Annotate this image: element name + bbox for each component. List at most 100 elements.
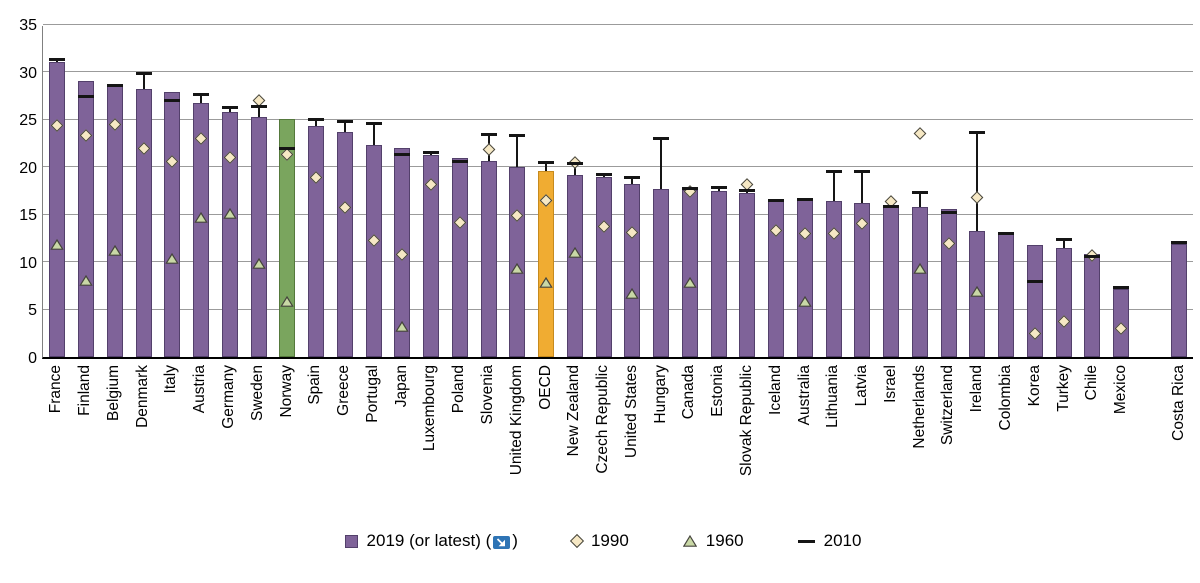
triangle-1960-marker xyxy=(280,296,295,308)
bar-2019 xyxy=(538,170,555,357)
x-label-slot: Australia xyxy=(790,359,819,525)
column-canada xyxy=(676,26,705,357)
triangle-1960-marker xyxy=(108,244,122,256)
x-label-switzerland: Switzerland xyxy=(939,365,957,446)
y-axis: 0 5 10 15 20 25 30 35 xyxy=(10,17,42,367)
dash-2010-marker xyxy=(653,136,670,140)
legend-label-2019: 2019 (or latest) () xyxy=(366,531,518,550)
triangle-1960-marker xyxy=(568,246,582,258)
column-slovak-republic xyxy=(733,26,762,357)
column-chile xyxy=(1078,26,1107,357)
bar-2019 xyxy=(336,131,353,357)
bar-2019 xyxy=(940,208,957,357)
bar-2019 xyxy=(998,234,1015,357)
triangle-1960-marker xyxy=(194,211,208,223)
x-label-slot: Hungary xyxy=(646,359,675,525)
dash-2010-marker xyxy=(681,187,698,191)
dash-2010-marker xyxy=(1113,286,1130,290)
x-label-finland: Finland xyxy=(76,365,94,416)
x-label-slot: Italy xyxy=(157,359,186,525)
whisker-2010 xyxy=(343,121,346,132)
triangle-1960-marker xyxy=(913,262,927,274)
x-label-chile: Chile xyxy=(1083,365,1101,401)
x-label-luxembourg: Luxembourg xyxy=(421,365,439,452)
triangle-1960-marker xyxy=(395,320,410,332)
x-label-slot: New Zealand xyxy=(560,359,589,525)
x-label-czech-republic: Czech Republic xyxy=(594,365,612,474)
dash-2010-marker xyxy=(538,161,555,165)
whisker-2010 xyxy=(545,162,548,171)
bar-2019 xyxy=(279,119,296,357)
column-estonia xyxy=(704,26,733,357)
column-germany xyxy=(216,26,245,357)
dash-2010-marker xyxy=(336,119,353,123)
bar-2019 xyxy=(1084,254,1101,357)
x-label-belgium: Belgium xyxy=(104,365,122,421)
column-lithuania xyxy=(819,26,848,357)
x-label-australia: Australia xyxy=(795,365,813,426)
whisker-2010 xyxy=(200,94,203,103)
bar-2019 xyxy=(911,206,928,357)
dash-2010-marker xyxy=(193,92,210,96)
x-label-hungary: Hungary xyxy=(651,365,669,424)
triangle-1960-marker xyxy=(625,287,640,299)
x-label-greece: Greece xyxy=(335,365,353,416)
y-tick-label: 15 xyxy=(19,207,37,225)
gridline xyxy=(43,118,1193,120)
whisker-2010 xyxy=(315,119,318,126)
bar-2019 xyxy=(854,202,871,357)
whisker-2010 xyxy=(918,192,921,207)
column-israel xyxy=(877,26,906,357)
x-label-slot: France xyxy=(42,359,71,525)
column-oecd xyxy=(532,26,561,357)
dash-2010-marker xyxy=(566,162,583,166)
x-label-korea: Korea xyxy=(1025,365,1043,407)
dash-2010-marker xyxy=(164,98,181,102)
diamond-1990-marker xyxy=(971,190,984,204)
triangle-1960-marker xyxy=(539,277,553,289)
column-united-states xyxy=(618,26,647,357)
bar-2019 xyxy=(164,91,181,357)
x-label-slovak-republic: Slovak Republic xyxy=(738,365,755,477)
x-label-slot: Colombia xyxy=(992,359,1021,525)
statlink-icon[interactable] xyxy=(493,535,511,549)
plot-area xyxy=(42,23,1193,359)
x-label-iceland: Iceland xyxy=(766,365,784,415)
bar-2019 xyxy=(595,177,612,357)
diamond-1990-swatch xyxy=(569,533,585,549)
column-france xyxy=(43,26,72,357)
legend-label-1990: 1990 xyxy=(590,531,629,550)
x-label-slot: Portugal xyxy=(359,359,388,525)
column-ireland xyxy=(963,26,992,357)
x-label-oecd: OECD xyxy=(536,365,554,410)
x-label-slot: Ireland xyxy=(963,359,992,525)
x-label-slot: Turkey xyxy=(1049,359,1078,525)
x-label-slot: Sweden xyxy=(243,359,272,525)
bar-2019 xyxy=(1055,247,1072,357)
x-label-poland: Poland xyxy=(450,365,468,414)
x-label-ireland: Ireland xyxy=(968,365,986,413)
column-denmark xyxy=(129,26,158,357)
triangle-1960-marker xyxy=(510,262,525,274)
gridline xyxy=(43,166,1193,168)
triangle-1960-marker xyxy=(970,285,985,297)
x-label-spain: Spain xyxy=(306,365,324,405)
legend-item-2010: 2010 xyxy=(797,531,861,551)
bar-2019 xyxy=(653,188,670,357)
triangle-1960-marker xyxy=(251,258,266,270)
column-netherlands xyxy=(906,26,935,357)
column-turkey xyxy=(1049,26,1078,357)
dash-2010-marker xyxy=(796,197,813,201)
bar-2019 xyxy=(624,183,641,357)
chart-area: 0 5 10 15 20 25 30 35 xyxy=(10,17,1196,367)
bar-2019 xyxy=(768,199,785,357)
dash-2010-marker xyxy=(135,71,152,75)
dash-2010-swatch xyxy=(797,539,815,543)
x-label-slot: Spain xyxy=(301,359,330,525)
dash-2010-marker xyxy=(1170,241,1187,245)
legend-item-1960: 1960 xyxy=(682,531,744,551)
x-label-colombia: Colombia xyxy=(997,365,1015,431)
dash-2010-marker xyxy=(279,147,296,151)
x-label-slot: Estonia xyxy=(704,359,733,525)
dash-2010-marker xyxy=(106,84,123,88)
